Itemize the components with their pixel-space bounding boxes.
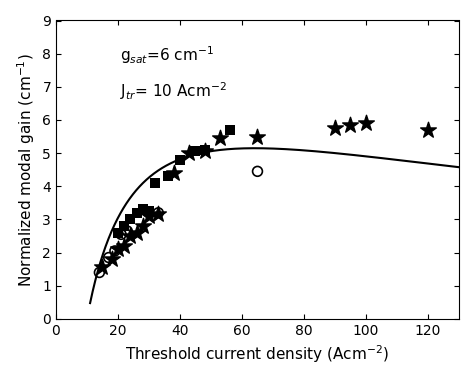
Point bbox=[96, 269, 103, 275]
Point bbox=[145, 208, 153, 214]
Point bbox=[362, 120, 370, 126]
Point bbox=[217, 135, 224, 141]
Text: J$_{tr}$= 10 Acm$^{-2}$: J$_{tr}$= 10 Acm$^{-2}$ bbox=[120, 80, 228, 102]
Point bbox=[139, 223, 146, 229]
Point bbox=[105, 255, 112, 261]
Text: g$_{sat}$=6 cm$^{-1}$: g$_{sat}$=6 cm$^{-1}$ bbox=[120, 44, 214, 66]
Point bbox=[170, 170, 178, 176]
Point bbox=[151, 180, 159, 186]
Point bbox=[117, 231, 125, 238]
Point bbox=[155, 210, 162, 216]
Point bbox=[133, 210, 140, 216]
Point bbox=[331, 125, 339, 131]
Point bbox=[108, 256, 116, 262]
Point bbox=[424, 127, 432, 133]
Point bbox=[346, 122, 354, 128]
Point bbox=[114, 246, 122, 252]
Point bbox=[191, 149, 199, 155]
Point bbox=[120, 223, 128, 229]
Point bbox=[155, 211, 162, 217]
X-axis label: Threshold current density (Acm$^{-2}$): Threshold current density (Acm$^{-2}$) bbox=[126, 343, 390, 365]
Point bbox=[127, 216, 134, 222]
Point bbox=[99, 264, 106, 271]
Point bbox=[254, 168, 261, 174]
Point bbox=[201, 149, 209, 155]
Point bbox=[145, 213, 153, 219]
Point bbox=[127, 233, 134, 239]
Point bbox=[111, 248, 118, 254]
Point bbox=[254, 133, 261, 139]
Point bbox=[176, 157, 184, 163]
Point bbox=[201, 147, 209, 153]
Point bbox=[226, 127, 233, 133]
Point bbox=[133, 230, 140, 236]
Point bbox=[124, 228, 131, 234]
Point bbox=[139, 206, 146, 212]
Point bbox=[120, 243, 128, 249]
Y-axis label: Normalized modal gain (cm$^{-1}$): Normalized modal gain (cm$^{-1}$) bbox=[15, 53, 36, 287]
Point bbox=[114, 230, 122, 236]
Point bbox=[164, 173, 172, 179]
Point bbox=[185, 150, 193, 156]
